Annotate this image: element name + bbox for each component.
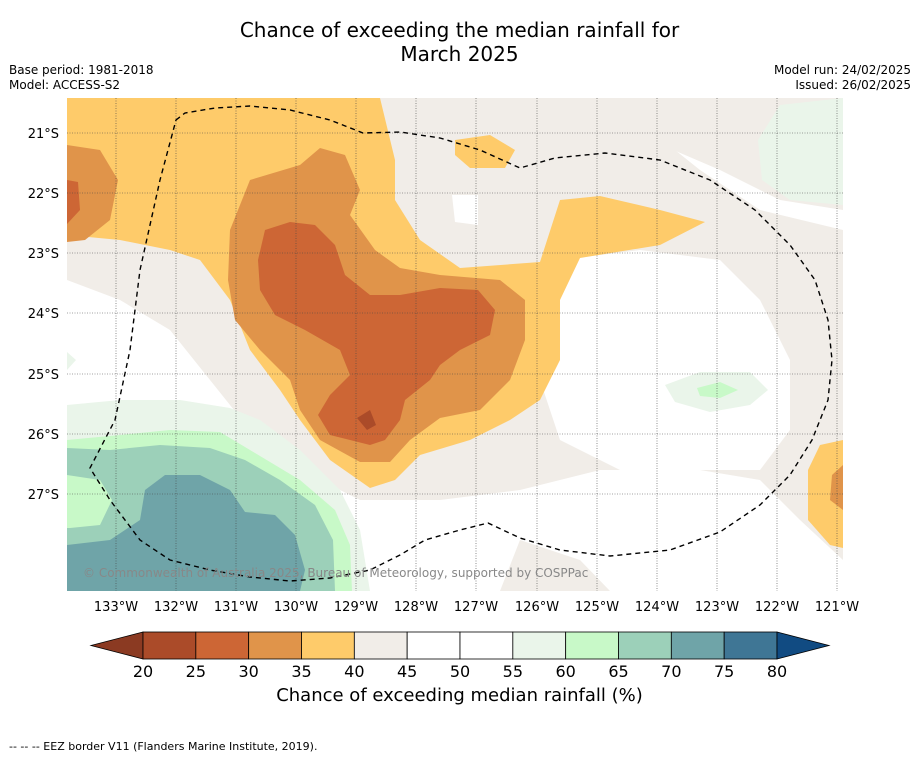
colorbar-tick-label: 70: [661, 662, 681, 681]
lightgreen-hole: [67, 475, 112, 528]
lon-gridlines: [115, 98, 838, 591]
colorbar-tick-label: 30: [238, 662, 258, 681]
darkorange-region-main: [258, 222, 495, 445]
lon-label-123w: 123°W: [695, 600, 739, 615]
lat-label-25s: 25°S: [28, 368, 59, 383]
colorbar-swatch: [512, 631, 567, 660]
lon-labels: 133°W 132°W 131°W 130°W 129°W 128°W 127°…: [94, 600, 859, 615]
lat-label-24s: 24°S: [28, 307, 59, 322]
colorbar-swatch: [565, 631, 619, 660]
lon-label-129w: 129°W: [334, 600, 378, 615]
orange-blob-east: [830, 465, 843, 510]
red-spot: [357, 410, 376, 430]
lon-label-130w: 130°W: [274, 600, 318, 615]
base-period: Base period: 1981-2018: [9, 63, 154, 77]
yellow-blob-east: [808, 440, 843, 548]
orange-blob-west: [67, 145, 118, 242]
lon-label-132w: 132°W: [154, 600, 198, 615]
palegreen-region-ne: [758, 98, 843, 205]
colorbar: 20 25 30 35 40 45 50 55 60 65 70 75 80: [89, 631, 831, 681]
colorbar-tick-label: 80: [767, 662, 787, 681]
colorbar-above-arrow: [776, 631, 831, 660]
colorbar-tick-label: 20: [133, 662, 153, 681]
teal-region-sw: [67, 475, 305, 591]
colorbar-swatch: [248, 631, 302, 660]
lat-label-21s: 21°S: [28, 127, 59, 142]
white-hole-north: [452, 195, 478, 225]
colorbar-tick-label: 60: [555, 662, 575, 681]
lon-label-131w: 131°W: [214, 600, 258, 615]
rainfall-field: © Commonwealth of Australia 2025, Bureau…: [67, 98, 843, 591]
white-hole-east: [540, 250, 790, 470]
colorbar-tick-label: 55: [503, 662, 523, 681]
lon-label-121w: 121°W: [815, 600, 859, 615]
lon-label-133w: 133°W: [94, 600, 138, 615]
title-line-1: Chance of exceeding the median rainfall …: [239, 18, 680, 42]
eez-border: [89, 105, 833, 582]
eez-footnote: -- -- -- EEZ border V11 (Flanders Marine…: [9, 740, 318, 753]
map-title: Chance of exceeding the median rainfall …: [0, 18, 919, 66]
colorbar-swatch: [301, 631, 355, 660]
lon-label-124w: 124°W: [635, 600, 679, 615]
model-name: Model: ACCESS-S2: [9, 78, 121, 92]
colorbar-tick-label: 25: [186, 662, 206, 681]
colorbar-swatch: [353, 631, 408, 660]
lon-label-126w: 126°W: [515, 600, 559, 615]
neutral-region-s: [500, 540, 610, 591]
colorbar-swatch: [723, 631, 778, 660]
colorbar-swatch: [406, 631, 461, 660]
colorbar-tick-label: 35: [291, 662, 311, 681]
lon-label-128w: 128°W: [394, 600, 438, 615]
lon-label-125w: 125°W: [575, 600, 619, 615]
lat-label-27s: 27°S: [28, 488, 59, 503]
colorbar-swatch: [142, 631, 197, 660]
colorbar-tick-label: 75: [714, 662, 734, 681]
meta-right: Model run: 24/02/2025 Issued: 26/02/2025: [774, 63, 911, 93]
lon-label-122w: 122°W: [755, 600, 799, 615]
colorbar-swatch: [618, 631, 672, 660]
colorbar-swatch: [459, 631, 514, 660]
colorbar-tick-label: 50: [450, 662, 470, 681]
palegreen-sliver-w: [67, 352, 76, 370]
colorbar-tick-label: 40: [344, 662, 364, 681]
meta-left: Base period: 1981-2018 Model: ACCESS-S2: [9, 63, 154, 93]
lat-gridlines: [67, 132, 843, 495]
issued-date: Issued: 26/02/2025: [795, 78, 911, 92]
lat-label-23s: 23°S: [28, 247, 59, 262]
lon-label-127w: 127°W: [454, 600, 498, 615]
green-blob-e: [697, 382, 738, 398]
lat-labels: 21°S 22°S 23°S 24°S 25°S 26°S 27°S: [28, 127, 59, 503]
copyright-notice: © Commonwealth of Australia 2025, Bureau…: [83, 566, 588, 580]
colorbar-swatch: [195, 631, 250, 660]
lat-label-22s: 22°S: [28, 187, 59, 202]
colorbar-tick-label: 45: [397, 662, 417, 681]
model-run: Model run: 24/02/2025: [773, 63, 911, 77]
lat-label-26s: 26°S: [28, 428, 59, 443]
colorbar-swatch: [670, 631, 725, 660]
title-line-2: March 2025: [400, 42, 519, 66]
colorbar-tick-label: 65: [608, 662, 628, 681]
darkorange-blob-west: [67, 180, 80, 224]
colorbar-label: Chance of exceeding median rainfall (%): [276, 685, 643, 706]
colorbar-below-arrow: [89, 631, 144, 660]
